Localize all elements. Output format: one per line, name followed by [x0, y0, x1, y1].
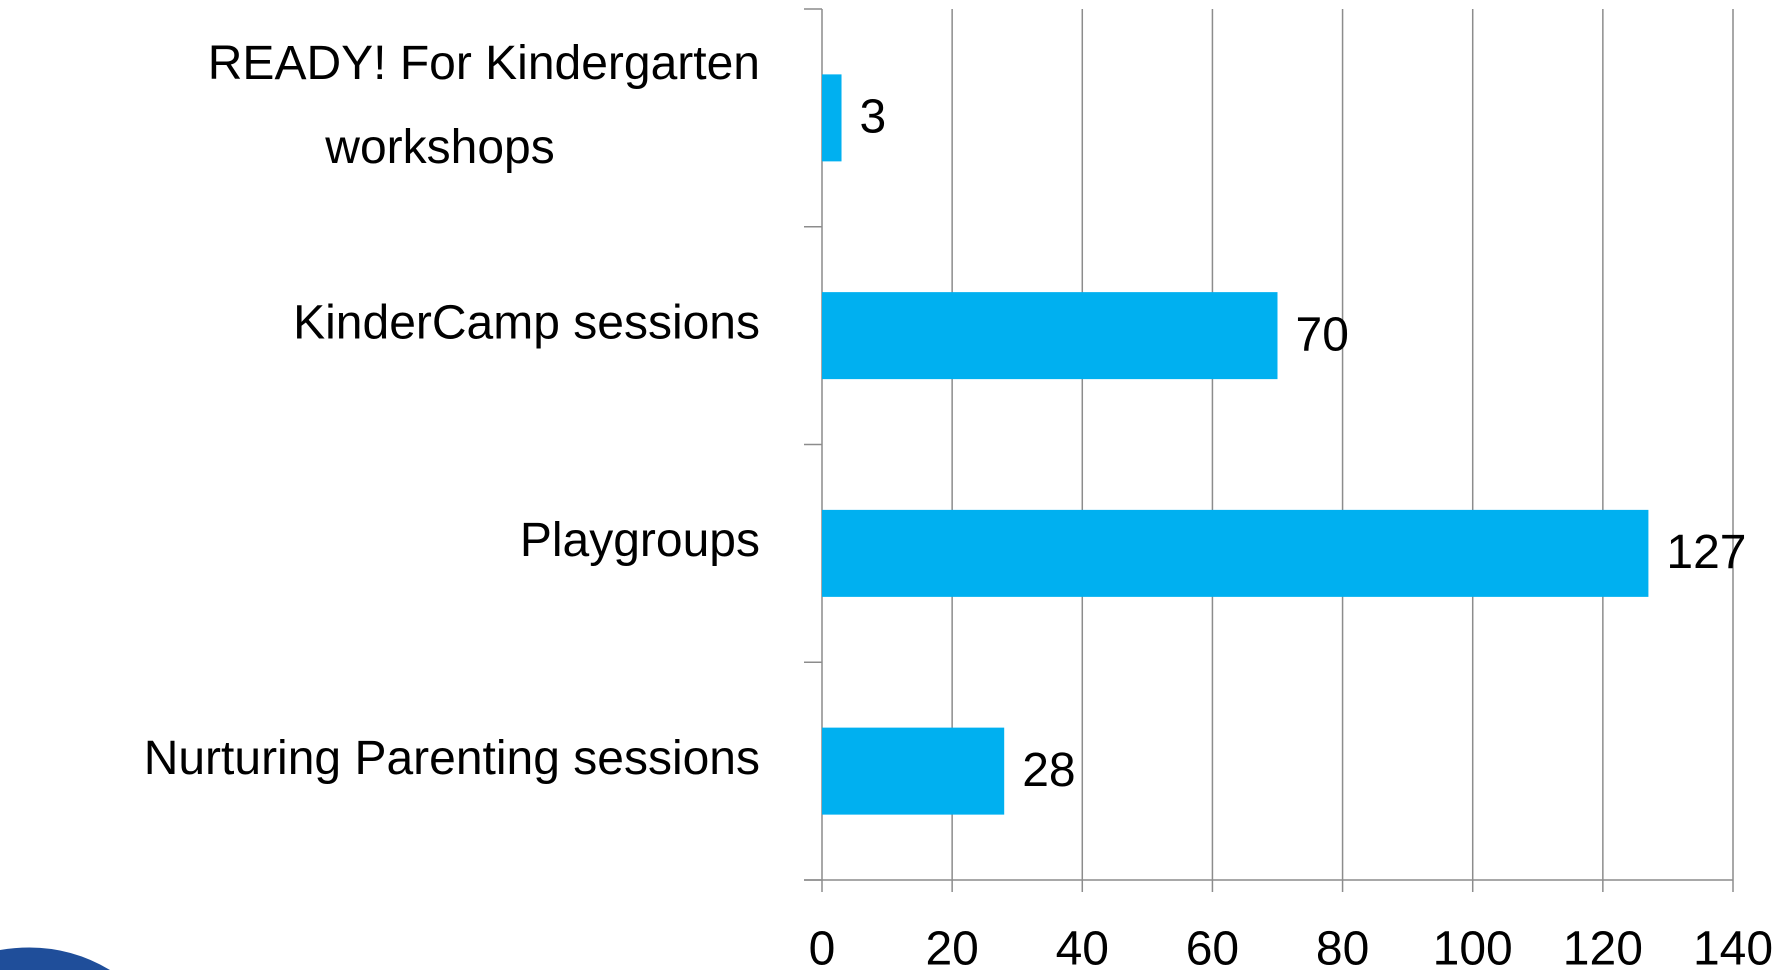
bar	[822, 74, 842, 162]
y-tick-label: READY! For Kindergarten workshops	[208, 37, 760, 174]
y-tick-label: KinderCamp sessions	[293, 296, 760, 349]
x-tick-label: 140	[1693, 923, 1773, 970]
bar	[822, 292, 1278, 380]
data-label: 127	[1666, 526, 1746, 579]
x-tick-label: 100	[1433, 923, 1513, 970]
x-tick-label: 0	[809, 923, 836, 970]
bar	[822, 727, 1005, 815]
data-label: 28	[1022, 744, 1075, 797]
y-tick-label: Playgroups	[520, 514, 760, 567]
x-tick-label: 40	[1056, 923, 1109, 970]
x-tick-label: 80	[1316, 923, 1369, 970]
bar	[822, 509, 1649, 597]
y-tick-label: Nurturing Parenting sessions	[144, 732, 760, 785]
x-tick-label: 60	[1186, 923, 1239, 970]
x-tick-label: 120	[1563, 923, 1643, 970]
data-label: 3	[860, 91, 887, 144]
data-label: 70	[1296, 308, 1349, 361]
x-tick-label: 20	[925, 923, 978, 970]
corner-decoration	[0, 947, 110, 970]
